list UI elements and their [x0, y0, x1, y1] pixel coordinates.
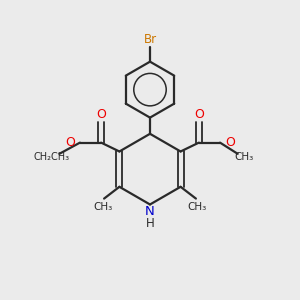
Text: CH₃: CH₃	[235, 152, 254, 162]
Text: CH₃: CH₃	[93, 202, 112, 212]
Text: O: O	[65, 136, 75, 149]
Text: H: H	[146, 218, 154, 230]
Text: O: O	[194, 108, 204, 121]
Text: O: O	[96, 108, 106, 121]
Text: Br: Br	[143, 33, 157, 46]
Text: CH₃: CH₃	[188, 202, 207, 212]
Text: CH₂CH₃: CH₂CH₃	[34, 152, 70, 162]
Text: N: N	[145, 205, 155, 218]
Text: O: O	[225, 136, 235, 149]
